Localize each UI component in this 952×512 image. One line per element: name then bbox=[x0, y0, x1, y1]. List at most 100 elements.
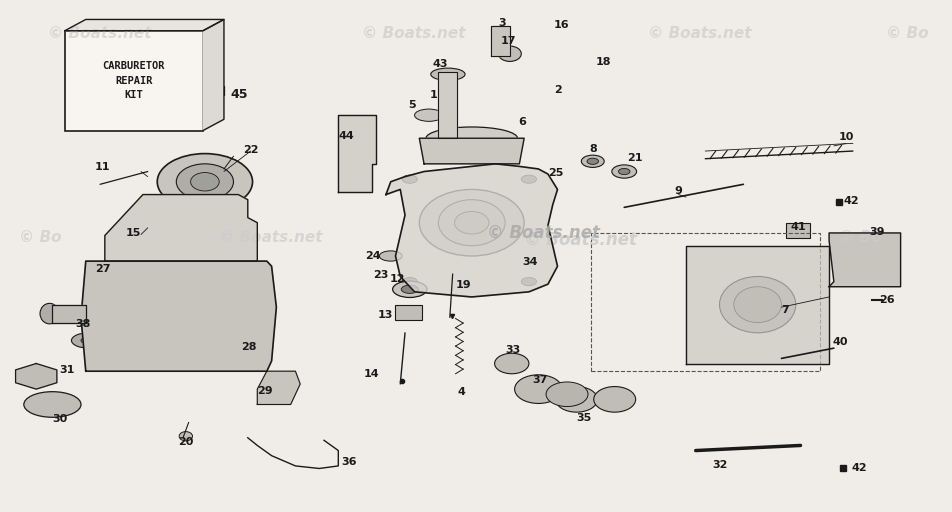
Text: © Boats.net: © Boats.net bbox=[486, 224, 599, 242]
Ellipse shape bbox=[733, 287, 781, 323]
Text: 18: 18 bbox=[595, 57, 610, 68]
Ellipse shape bbox=[176, 164, 233, 200]
Ellipse shape bbox=[438, 200, 505, 246]
Text: 14: 14 bbox=[364, 369, 379, 379]
Text: 43: 43 bbox=[432, 59, 447, 69]
Text: © Boats.net: © Boats.net bbox=[362, 26, 466, 40]
Ellipse shape bbox=[81, 337, 96, 344]
Bar bbox=[395, 305, 422, 320]
Text: 12: 12 bbox=[389, 274, 405, 284]
Ellipse shape bbox=[521, 278, 536, 286]
Ellipse shape bbox=[157, 154, 252, 210]
Text: 33: 33 bbox=[505, 345, 520, 355]
Ellipse shape bbox=[545, 382, 587, 407]
Text: 31: 31 bbox=[59, 365, 74, 375]
Polygon shape bbox=[15, 364, 57, 389]
Text: CARBURETOR
REPAIR
KIT: CARBURETOR REPAIR KIT bbox=[103, 61, 165, 100]
Text: © Bo: © Bo bbox=[19, 230, 62, 245]
Text: 3: 3 bbox=[498, 18, 506, 28]
Text: 7: 7 bbox=[781, 305, 788, 315]
Ellipse shape bbox=[419, 189, 524, 256]
Text: 42: 42 bbox=[843, 196, 858, 206]
Text: 1: 1 bbox=[429, 90, 437, 100]
Ellipse shape bbox=[430, 68, 465, 80]
Text: 34: 34 bbox=[522, 257, 537, 267]
Polygon shape bbox=[338, 115, 376, 192]
Text: 32: 32 bbox=[711, 460, 726, 470]
Text: © Bo: © Bo bbox=[885, 26, 928, 40]
Ellipse shape bbox=[586, 158, 598, 164]
Bar bbox=[590, 233, 819, 371]
Text: © Boats.net: © Boats.net bbox=[219, 230, 323, 245]
Text: 4: 4 bbox=[457, 387, 465, 397]
Ellipse shape bbox=[514, 375, 562, 403]
Text: © Boats.net: © Boats.net bbox=[524, 230, 637, 248]
Text: 23: 23 bbox=[373, 270, 388, 281]
Polygon shape bbox=[685, 246, 828, 364]
Text: 24: 24 bbox=[366, 251, 381, 261]
Text: © Boats.net: © Boats.net bbox=[48, 26, 151, 40]
Ellipse shape bbox=[135, 290, 221, 329]
Ellipse shape bbox=[222, 227, 245, 239]
Text: 29: 29 bbox=[257, 386, 272, 396]
Ellipse shape bbox=[581, 155, 604, 167]
Ellipse shape bbox=[402, 175, 417, 183]
Ellipse shape bbox=[116, 282, 240, 338]
Ellipse shape bbox=[521, 175, 536, 183]
Polygon shape bbox=[386, 164, 557, 297]
Text: 17: 17 bbox=[500, 36, 515, 46]
Ellipse shape bbox=[343, 147, 366, 165]
Text: 39: 39 bbox=[868, 226, 883, 237]
Text: 8: 8 bbox=[588, 143, 596, 154]
Text: 41: 41 bbox=[790, 222, 805, 232]
Ellipse shape bbox=[127, 227, 149, 239]
Text: 28: 28 bbox=[241, 342, 256, 352]
Text: 9: 9 bbox=[674, 185, 682, 196]
Text: 37: 37 bbox=[532, 375, 547, 385]
Text: 21: 21 bbox=[626, 153, 642, 163]
Text: 44: 44 bbox=[338, 131, 353, 141]
Ellipse shape bbox=[454, 211, 488, 234]
Polygon shape bbox=[490, 26, 509, 56]
Ellipse shape bbox=[414, 109, 443, 121]
Text: 27: 27 bbox=[95, 264, 110, 274]
Ellipse shape bbox=[379, 251, 402, 261]
Ellipse shape bbox=[343, 121, 366, 140]
Polygon shape bbox=[438, 72, 457, 138]
Text: 11: 11 bbox=[95, 161, 110, 172]
Ellipse shape bbox=[71, 333, 106, 348]
Ellipse shape bbox=[719, 276, 795, 333]
Polygon shape bbox=[419, 138, 524, 164]
Ellipse shape bbox=[618, 168, 629, 175]
Text: 20: 20 bbox=[178, 437, 193, 447]
Text: 5: 5 bbox=[407, 100, 415, 110]
Ellipse shape bbox=[494, 353, 528, 374]
Text: © Boats.net: © Boats.net bbox=[647, 26, 751, 40]
Ellipse shape bbox=[24, 392, 81, 417]
Text: 36: 36 bbox=[341, 457, 356, 467]
Text: 40: 40 bbox=[832, 337, 847, 347]
Bar bbox=[785, 223, 809, 238]
Ellipse shape bbox=[593, 387, 635, 412]
Text: 22: 22 bbox=[243, 144, 258, 155]
Polygon shape bbox=[105, 195, 257, 261]
Polygon shape bbox=[203, 19, 224, 131]
Polygon shape bbox=[52, 305, 86, 323]
Text: 13: 13 bbox=[377, 310, 392, 320]
Text: 42: 42 bbox=[850, 463, 865, 474]
Text: 2: 2 bbox=[553, 84, 561, 95]
Text: 16: 16 bbox=[553, 19, 568, 30]
Text: 10: 10 bbox=[838, 132, 853, 142]
Ellipse shape bbox=[498, 46, 521, 61]
Text: 25: 25 bbox=[547, 168, 563, 178]
Ellipse shape bbox=[402, 278, 417, 286]
Ellipse shape bbox=[179, 432, 192, 441]
Text: 6: 6 bbox=[518, 117, 526, 127]
Ellipse shape bbox=[555, 387, 597, 412]
Text: 19: 19 bbox=[455, 280, 470, 290]
Ellipse shape bbox=[190, 173, 219, 191]
Text: 35: 35 bbox=[576, 413, 591, 423]
Ellipse shape bbox=[401, 285, 418, 293]
Ellipse shape bbox=[392, 281, 426, 297]
Ellipse shape bbox=[40, 303, 59, 324]
